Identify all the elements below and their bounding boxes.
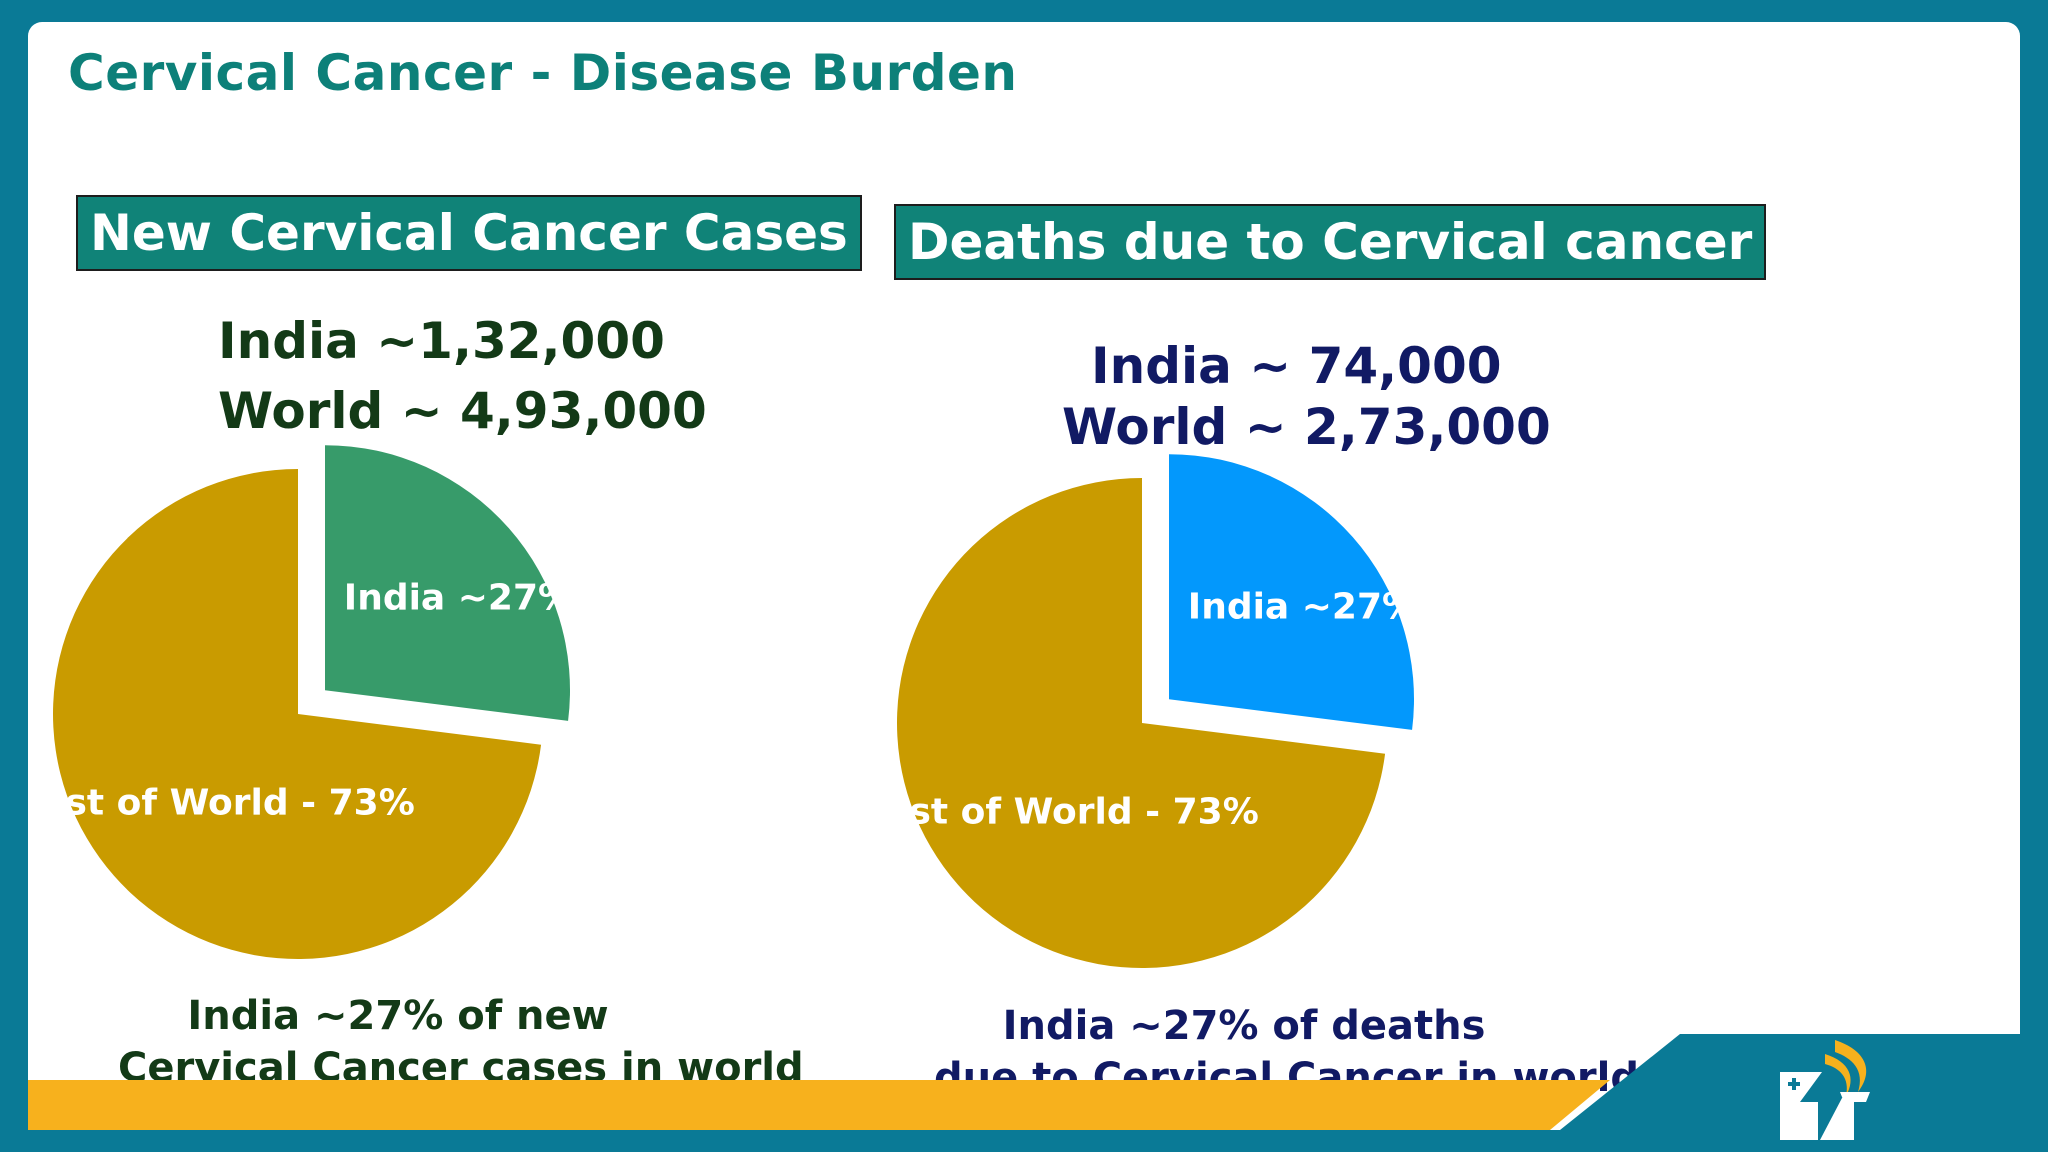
deaths-heading: Deaths due to Cervical cancer [894, 204, 1767, 280]
slide: Cervical Cancer - Disease Burden New Cer… [28, 22, 2020, 1130]
pie-slice-rest-of-world [897, 478, 1386, 968]
pie-label-india: India ~27% [344, 578, 574, 619]
india-deaths-stat: India ~ 74,000 [1091, 337, 1502, 395]
new-cases-heading: New Cervical Cancer Cases [76, 195, 862, 271]
pie-label-india: India ~27% [1188, 587, 1418, 628]
page-title: Cervical Cancer - Disease Burden [68, 44, 1018, 102]
world-cases-stat: World ~ 4,93,000 [218, 382, 707, 440]
deaths-caption-line1: India ~27% of deaths [1002, 1003, 1486, 1049]
deaths-caption-line2: due to Cervical Cancer in world [934, 1055, 1639, 1101]
new-cases-caption-line2: Cervical Cancer cases in world [118, 1045, 804, 1091]
world-deaths-stat: World ~ 2,73,000 [1062, 398, 1551, 456]
pie-slice-rest-of-world [53, 469, 542, 959]
india-cases-stat: India ~1,32,000 [218, 312, 665, 370]
pie-slice-india [1169, 454, 1415, 730]
pie-label-rest-of-world: Rest of World - 73% [857, 791, 1258, 832]
new-cases-pie-chart: India ~27% Rest of World - 73% [28, 445, 574, 959]
deaths-pie-chart: India ~27% Rest of World - 73% [857, 454, 1418, 968]
pie-slice-india [325, 445, 571, 721]
new-cases-caption-line1: India ~27% of new [187, 993, 609, 1039]
pie-label-rest-of-world: Rest of World - 73% [28, 782, 415, 823]
deaths-caption: India ~27% of deaths due to Cervical Can… [934, 1000, 1639, 1104]
